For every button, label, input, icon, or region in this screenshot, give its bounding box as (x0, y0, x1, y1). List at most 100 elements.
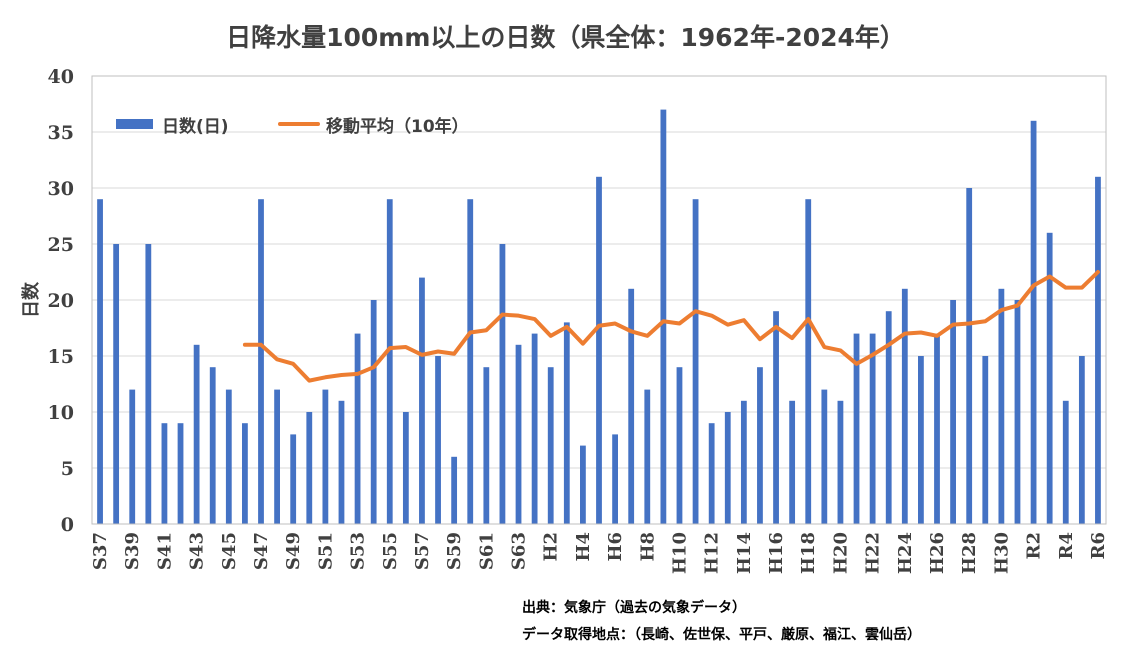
x-tick-label: S53 (348, 532, 369, 570)
bar (757, 367, 763, 524)
moving-average-series (242, 270, 1100, 383)
y-tick-label: 25 (48, 234, 74, 256)
x-tick-label: S47 (251, 532, 272, 570)
plot-frame (91, 75, 1107, 525)
x-tick-label: H2 (541, 532, 562, 562)
legend-bar-label: 日数(日) (162, 116, 229, 137)
bar (402, 412, 409, 524)
locations-note: データ取得地点：（長崎、佐世保、平戸、厳原、福江、雲仙岳） (522, 627, 921, 643)
y-tick-label: 30 (48, 178, 74, 200)
legend-line-label: 移動平均（10年） (326, 116, 469, 137)
bar (918, 356, 924, 524)
x-tick-label: H4 (573, 532, 594, 562)
x-tick-label: S55 (380, 532, 401, 570)
bar (853, 333, 860, 524)
bar (483, 367, 490, 524)
bar (708, 423, 715, 524)
x-tick-label: H6 (605, 532, 626, 562)
y-tick-label: 35 (48, 122, 74, 144)
bar (724, 412, 731, 524)
bar (1014, 300, 1021, 524)
bar (306, 412, 313, 524)
bar (354, 333, 361, 524)
bar (531, 333, 538, 524)
bar (1030, 120, 1037, 525)
bar (467, 199, 474, 524)
bar (1078, 356, 1085, 524)
x-tick-label: H18 (798, 532, 819, 574)
x-tick-label: S43 (187, 532, 208, 570)
x-tick-label: R2 (1024, 532, 1045, 559)
y-tick-label: 0 (61, 514, 74, 536)
bar (966, 188, 973, 524)
bar (193, 344, 200, 524)
bar (869, 333, 876, 524)
bar (242, 423, 248, 524)
legend: 日数(日) 移動平均（10年） (116, 116, 469, 137)
x-tick-label: H30 (991, 532, 1012, 574)
bar (885, 311, 892, 524)
x-tick-label: S37 (90, 532, 111, 570)
bar (290, 434, 297, 524)
chart-title: 日降水量100mm以上の日数（県全体：1962年-2024年） (226, 23, 905, 52)
bar (499, 244, 506, 524)
bar (580, 445, 586, 524)
bar (145, 244, 152, 524)
bar (773, 311, 779, 524)
bar (209, 367, 216, 524)
bar (901, 288, 908, 524)
bar (821, 389, 828, 524)
x-tick-label: H8 (637, 532, 658, 562)
y-tick-label: 20 (48, 290, 74, 312)
x-tick-label: H16 (766, 532, 787, 574)
bar (161, 423, 168, 524)
bar (563, 322, 570, 524)
bar (435, 356, 441, 524)
bar (370, 300, 377, 524)
x-tick-label: S61 (476, 532, 497, 570)
bar (692, 199, 699, 524)
bar (596, 176, 602, 525)
x-tick-label: R4 (1056, 532, 1077, 559)
x-tick-label: H12 (702, 532, 723, 574)
y-tick-label: 5 (61, 458, 74, 480)
x-tick-label: H26 (927, 532, 948, 574)
bar (644, 389, 651, 524)
bar (676, 367, 683, 524)
bar (660, 109, 667, 524)
bar (515, 344, 522, 524)
x-tick-label: S49 (283, 532, 304, 570)
bar (386, 199, 393, 524)
legend-bar-swatch (116, 119, 153, 129)
x-tick-label: S59 (444, 532, 465, 570)
bar (451, 456, 458, 524)
bar (129, 389, 136, 524)
moving-average-line (242, 270, 1100, 383)
axes: 0 5 10 15 20 25 30 35 40 S37 S39 S41 S43 S45 S47 S49 S51… (20, 66, 1109, 574)
bar (274, 389, 280, 524)
bar (612, 434, 618, 524)
x-tick-label: H10 (669, 532, 690, 574)
x-tick-label: S63 (509, 532, 530, 570)
x-tick-label: H14 (734, 532, 755, 574)
x-tick-label: H22 (863, 532, 884, 574)
x-tick-label: S57 (412, 532, 433, 570)
y-tick-label: 10 (48, 402, 74, 424)
bar-series (97, 109, 1101, 525)
x-tick-label: H24 (895, 532, 916, 574)
bar (998, 288, 1005, 524)
bar (740, 400, 747, 524)
x-tick-label: S51 (315, 532, 336, 570)
bar (177, 423, 184, 524)
x-tick-label: S41 (154, 532, 175, 570)
bar (338, 400, 345, 524)
bar (1095, 176, 1101, 525)
x-tick-label: H20 (830, 532, 851, 574)
bar (97, 199, 103, 524)
bar (934, 333, 940, 524)
x-tick-label: S45 (219, 532, 240, 570)
x-tick-label: R6 (1088, 532, 1109, 559)
bar (950, 300, 956, 524)
bar (419, 277, 425, 524)
